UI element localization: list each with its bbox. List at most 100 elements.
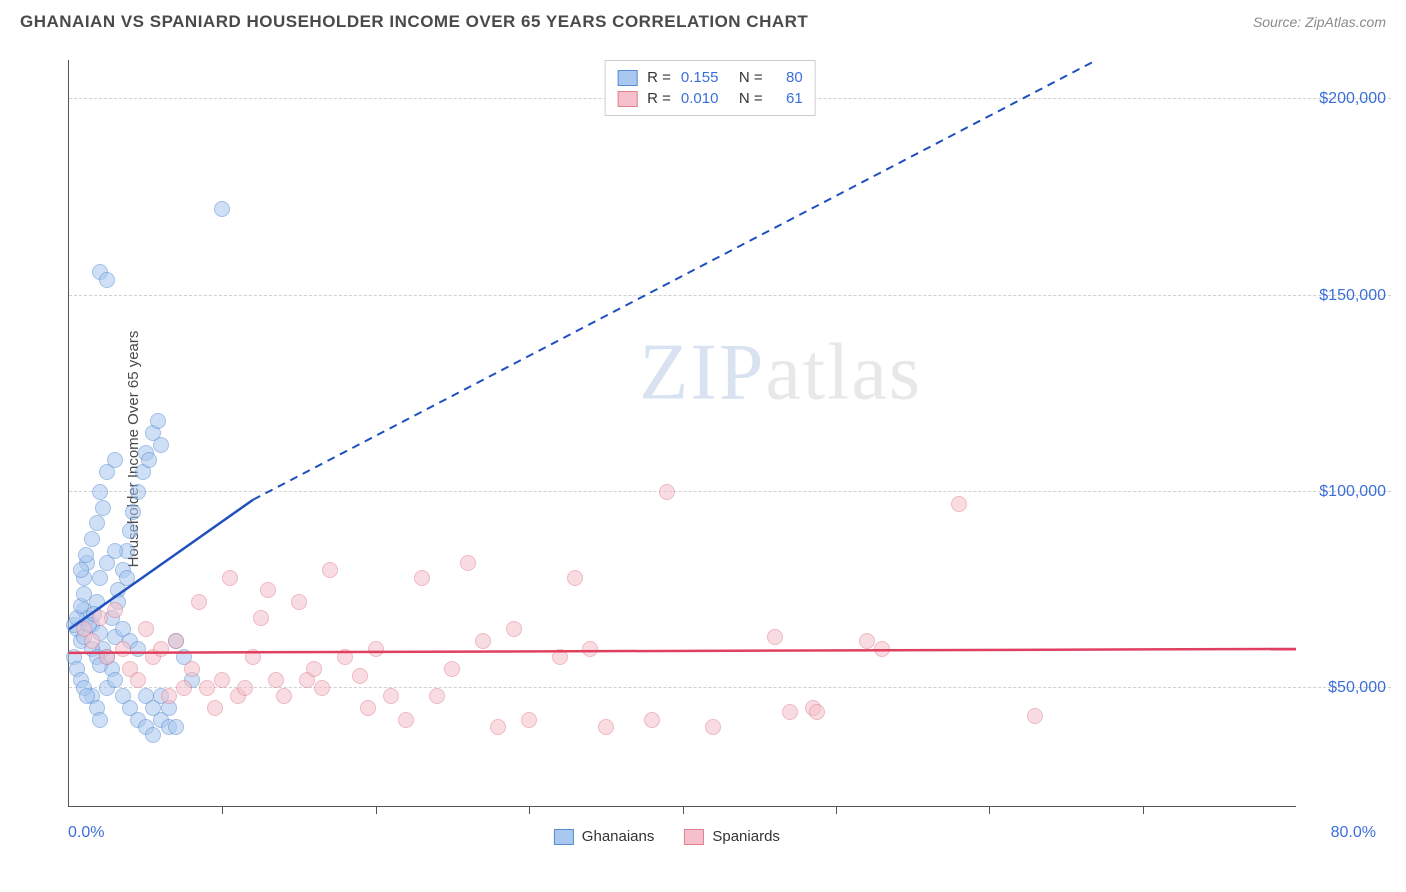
data-point xyxy=(153,641,169,657)
data-point xyxy=(291,594,307,610)
data-point xyxy=(168,633,184,649)
stats-legend-row: R = 0.155 N = 80 xyxy=(617,67,803,88)
x-tick xyxy=(222,806,223,814)
legend-label: Spaniards xyxy=(712,828,780,845)
data-point xyxy=(107,672,123,688)
r-label: R = xyxy=(647,69,671,86)
data-point xyxy=(260,582,276,598)
data-point xyxy=(859,633,875,649)
data-point xyxy=(168,719,184,735)
data-point xyxy=(314,680,330,696)
stats-legend-row: R = 0.010 N = 61 xyxy=(617,88,803,109)
data-point xyxy=(191,594,207,610)
data-point xyxy=(368,641,384,657)
data-point xyxy=(84,531,100,547)
data-point xyxy=(92,610,108,626)
data-point xyxy=(119,570,135,586)
data-point xyxy=(1027,708,1043,724)
legend-item: Ghanaians xyxy=(554,828,655,845)
x-axis-min-label: 0.0% xyxy=(68,824,104,842)
data-point xyxy=(429,688,445,704)
data-point xyxy=(84,633,100,649)
data-point xyxy=(207,700,223,716)
data-point xyxy=(398,712,414,728)
series-legend: Ghanaians Spaniards xyxy=(554,828,780,845)
legend-swatch xyxy=(684,829,704,845)
data-point xyxy=(245,649,261,665)
legend-swatch xyxy=(554,829,574,845)
trend-lines xyxy=(69,60,1296,806)
data-point xyxy=(161,688,177,704)
data-point xyxy=(490,719,506,735)
data-point xyxy=(79,688,95,704)
n-label: N = xyxy=(739,69,763,86)
data-point xyxy=(73,562,89,578)
data-point xyxy=(92,570,108,586)
n-value: 80 xyxy=(773,69,803,86)
chart-container: Householder Income Over 65 years ZIPatla… xyxy=(50,50,1391,847)
x-tick xyxy=(836,806,837,814)
grid-line xyxy=(69,491,1391,492)
data-point xyxy=(78,547,94,563)
x-tick xyxy=(989,806,990,814)
data-point xyxy=(214,672,230,688)
data-point xyxy=(122,523,138,539)
data-point xyxy=(268,672,284,688)
chart-header: GHANAIAN VS SPANIARD HOUSEHOLDER INCOME … xyxy=(0,0,1406,40)
data-point xyxy=(199,680,215,696)
x-tick xyxy=(1143,806,1144,814)
data-point xyxy=(521,712,537,728)
data-point xyxy=(598,719,614,735)
data-point xyxy=(383,688,399,704)
data-point xyxy=(951,496,967,512)
data-point xyxy=(99,272,115,288)
data-point xyxy=(337,649,353,665)
legend-swatch xyxy=(617,70,637,86)
data-point xyxy=(150,413,166,429)
x-tick xyxy=(529,806,530,814)
data-point xyxy=(115,641,131,657)
data-point xyxy=(360,700,376,716)
data-point xyxy=(506,621,522,637)
data-point xyxy=(809,704,825,720)
r-label: R = xyxy=(647,90,671,107)
data-point xyxy=(107,452,123,468)
y-tick-label: $50,000 xyxy=(1301,679,1386,697)
data-point xyxy=(253,610,269,626)
data-point xyxy=(705,719,721,735)
data-point xyxy=(222,570,238,586)
y-tick-label: $100,000 xyxy=(1301,483,1386,501)
data-point xyxy=(125,504,141,520)
data-point xyxy=(107,602,123,618)
data-point xyxy=(214,201,230,217)
r-value: 0.010 xyxy=(681,90,729,107)
data-point xyxy=(107,543,123,559)
data-point xyxy=(306,661,322,677)
data-point xyxy=(322,562,338,578)
data-point xyxy=(582,641,598,657)
data-point xyxy=(567,570,583,586)
data-point xyxy=(176,680,192,696)
legend-label: Ghanaians xyxy=(582,828,655,845)
data-point xyxy=(138,621,154,637)
data-point xyxy=(92,712,108,728)
watermark: ZIPatlas xyxy=(639,328,922,419)
data-point xyxy=(237,680,253,696)
r-value: 0.155 xyxy=(681,69,729,86)
data-point xyxy=(184,661,200,677)
grid-line xyxy=(69,687,1391,688)
y-tick-label: $150,000 xyxy=(1301,287,1386,305)
source-attribution: Source: ZipAtlas.com xyxy=(1253,14,1386,30)
data-point xyxy=(782,704,798,720)
data-point xyxy=(153,437,169,453)
legend-swatch xyxy=(617,91,637,107)
x-tick xyxy=(376,806,377,814)
data-point xyxy=(460,555,476,571)
data-point xyxy=(874,641,890,657)
chart-title: GHANAIAN VS SPANIARD HOUSEHOLDER INCOME … xyxy=(20,12,808,32)
n-label: N = xyxy=(739,90,763,107)
x-axis-max-label: 80.0% xyxy=(1331,824,1376,842)
data-point xyxy=(644,712,660,728)
data-point xyxy=(352,668,368,684)
data-point xyxy=(444,661,460,677)
